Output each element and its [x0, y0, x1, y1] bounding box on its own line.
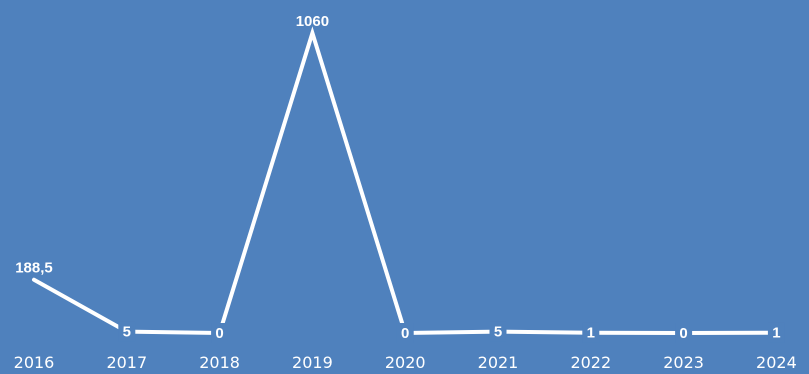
data-label-bg-2020	[396, 323, 414, 343]
x-tick-label-2019: 2019	[292, 353, 333, 372]
data-label-2023: 0	[679, 325, 687, 342]
data-label-2017: 5	[123, 324, 131, 341]
data-label-2020: 0	[401, 325, 409, 342]
data-label-bg-2017	[118, 321, 136, 342]
x-tick-label-2023: 2023	[663, 353, 704, 372]
series-polyline	[32, 26, 779, 336]
x-tick-label-2016: 2016	[14, 353, 55, 372]
series-line	[32, 26, 779, 336]
data-label-2024: 1	[772, 325, 780, 342]
data-label-bg-2022	[582, 322, 600, 343]
x-tick-label-2017: 2017	[106, 353, 147, 372]
x-tick-label-2022: 2022	[570, 353, 611, 372]
x-tick-label-2021: 2021	[478, 353, 519, 372]
x-tick-label-2024: 2024	[756, 353, 797, 372]
drop-lines	[33, 37, 314, 333]
data-label-2016: 188,5	[15, 260, 53, 277]
data-label-2021: 5	[494, 324, 502, 341]
x-axis: 2016 2017 2018 2019 2020 2021 2022 2023 2024	[14, 353, 797, 372]
data-label-bg-2024	[767, 322, 785, 343]
data-label-2022: 1	[587, 325, 595, 342]
data-label-2019: 1060	[296, 13, 329, 30]
data-label-2018: 0	[215, 325, 223, 342]
data-label-bg-2023	[675, 323, 693, 343]
data-label-bg-2021	[489, 321, 507, 342]
x-tick-label-2020: 2020	[385, 353, 426, 372]
x-tick-label-2018: 2018	[199, 353, 240, 372]
data-label-bg-2018	[211, 323, 229, 343]
